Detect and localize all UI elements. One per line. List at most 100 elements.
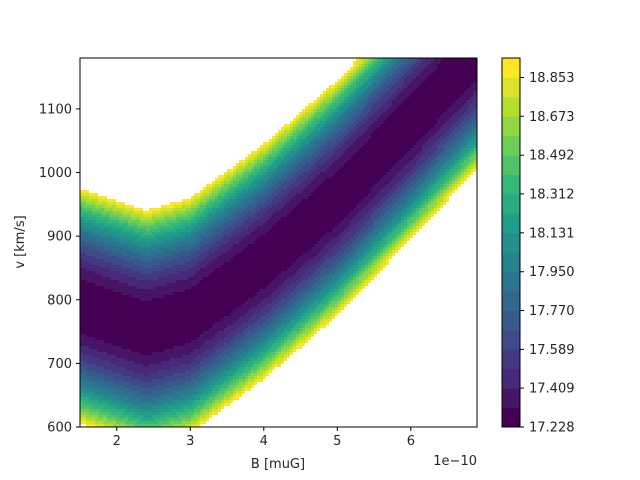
contour-cell xyxy=(89,226,92,229)
contour-cell xyxy=(257,205,260,208)
contour-cell xyxy=(341,160,344,163)
contour-cell xyxy=(305,172,308,175)
contour-cell xyxy=(326,178,329,181)
contour-cell xyxy=(260,220,263,223)
contour-cell xyxy=(401,70,404,73)
contour-cell xyxy=(407,121,410,124)
contour-cell xyxy=(80,220,83,223)
contour-cell xyxy=(335,181,338,184)
contour-cell xyxy=(356,160,359,163)
contour-cell xyxy=(92,226,95,229)
contour-cell xyxy=(194,241,197,244)
contour-cell xyxy=(227,178,230,181)
contour-cell xyxy=(191,226,194,229)
contour-cell xyxy=(365,193,368,196)
contour-cell xyxy=(377,154,380,157)
contour-cell xyxy=(227,181,230,184)
contour-cell xyxy=(386,139,389,142)
contour-cell xyxy=(365,208,368,211)
contour-cell xyxy=(407,181,410,184)
contour-cell xyxy=(287,166,290,169)
contour-cell xyxy=(362,115,365,118)
contour-cell xyxy=(302,166,305,169)
contour-cell xyxy=(383,64,386,67)
contour-cell xyxy=(119,217,122,220)
contour-cell xyxy=(122,226,125,229)
contour-cell xyxy=(320,175,323,178)
contour-cell xyxy=(359,229,362,232)
contour-cell xyxy=(263,229,266,232)
contour-cell xyxy=(395,76,398,79)
contour-cell xyxy=(404,163,407,166)
contour-cell xyxy=(470,172,473,175)
contour-cell xyxy=(281,127,284,130)
contour-cell xyxy=(104,220,107,223)
contour-cell xyxy=(308,115,311,118)
contour-cell xyxy=(254,241,257,244)
contour-cell xyxy=(422,118,425,121)
contour-cell xyxy=(395,223,398,226)
contour-cell xyxy=(431,85,434,88)
contour-cell xyxy=(296,157,299,160)
contour-cell xyxy=(437,76,440,79)
contour-cell xyxy=(344,199,347,202)
contour-cell xyxy=(314,151,317,154)
contour-cell xyxy=(353,97,356,100)
contour-cell xyxy=(206,241,209,244)
contour-cell xyxy=(329,109,332,112)
contour-cell xyxy=(425,124,428,127)
contour-cell xyxy=(245,244,248,247)
contour-cell xyxy=(299,220,302,223)
contour-cell xyxy=(275,244,278,247)
contour-cell xyxy=(371,178,374,181)
contour-cell xyxy=(386,196,389,199)
contour-cell xyxy=(437,169,440,172)
contour-cell xyxy=(377,97,380,100)
contour-cell xyxy=(278,241,281,244)
contour-cell xyxy=(200,199,203,202)
contour-cell xyxy=(326,97,329,100)
contour-cell xyxy=(392,217,395,220)
contour-cell xyxy=(383,154,386,157)
contour-cell xyxy=(149,241,152,244)
contour-cell xyxy=(272,169,275,172)
contour-cell xyxy=(383,208,386,211)
contour-cell xyxy=(377,217,380,220)
contour-cell xyxy=(350,190,353,193)
contour-cell xyxy=(377,187,380,190)
contour-cell xyxy=(407,112,410,115)
contour-cell xyxy=(374,106,377,109)
contour-cell xyxy=(224,235,227,238)
contour-cell xyxy=(281,211,284,214)
contour-cell xyxy=(101,217,104,220)
contour-cell xyxy=(308,139,311,142)
contour-cell xyxy=(170,214,173,217)
contour-cell xyxy=(407,148,410,151)
contour-cell xyxy=(353,73,356,76)
contour-cell xyxy=(164,229,167,232)
contour-cell xyxy=(290,241,293,244)
contour-cell xyxy=(410,103,413,106)
contour-cell xyxy=(344,76,347,79)
contour-cell xyxy=(434,166,437,169)
contour-cell xyxy=(386,70,389,73)
contour-cell xyxy=(410,190,413,193)
contour-cell xyxy=(425,58,428,61)
contour-cell xyxy=(395,199,398,202)
contour-cell xyxy=(311,226,314,229)
contour-cell xyxy=(470,79,473,82)
contour-cell xyxy=(86,190,89,193)
contour-cell xyxy=(326,217,329,220)
contour-cell xyxy=(323,160,326,163)
contour-cell xyxy=(176,238,179,241)
contour-cell xyxy=(467,91,470,94)
contour-cell xyxy=(125,247,128,250)
contour-cell xyxy=(293,205,296,208)
contour-cell xyxy=(251,205,254,208)
contour-cell xyxy=(365,148,368,151)
contour-cell xyxy=(329,85,332,88)
contour-cell xyxy=(467,112,470,115)
contour-cell xyxy=(425,196,428,199)
contour-cell xyxy=(344,142,347,145)
contour-cell xyxy=(299,178,302,181)
